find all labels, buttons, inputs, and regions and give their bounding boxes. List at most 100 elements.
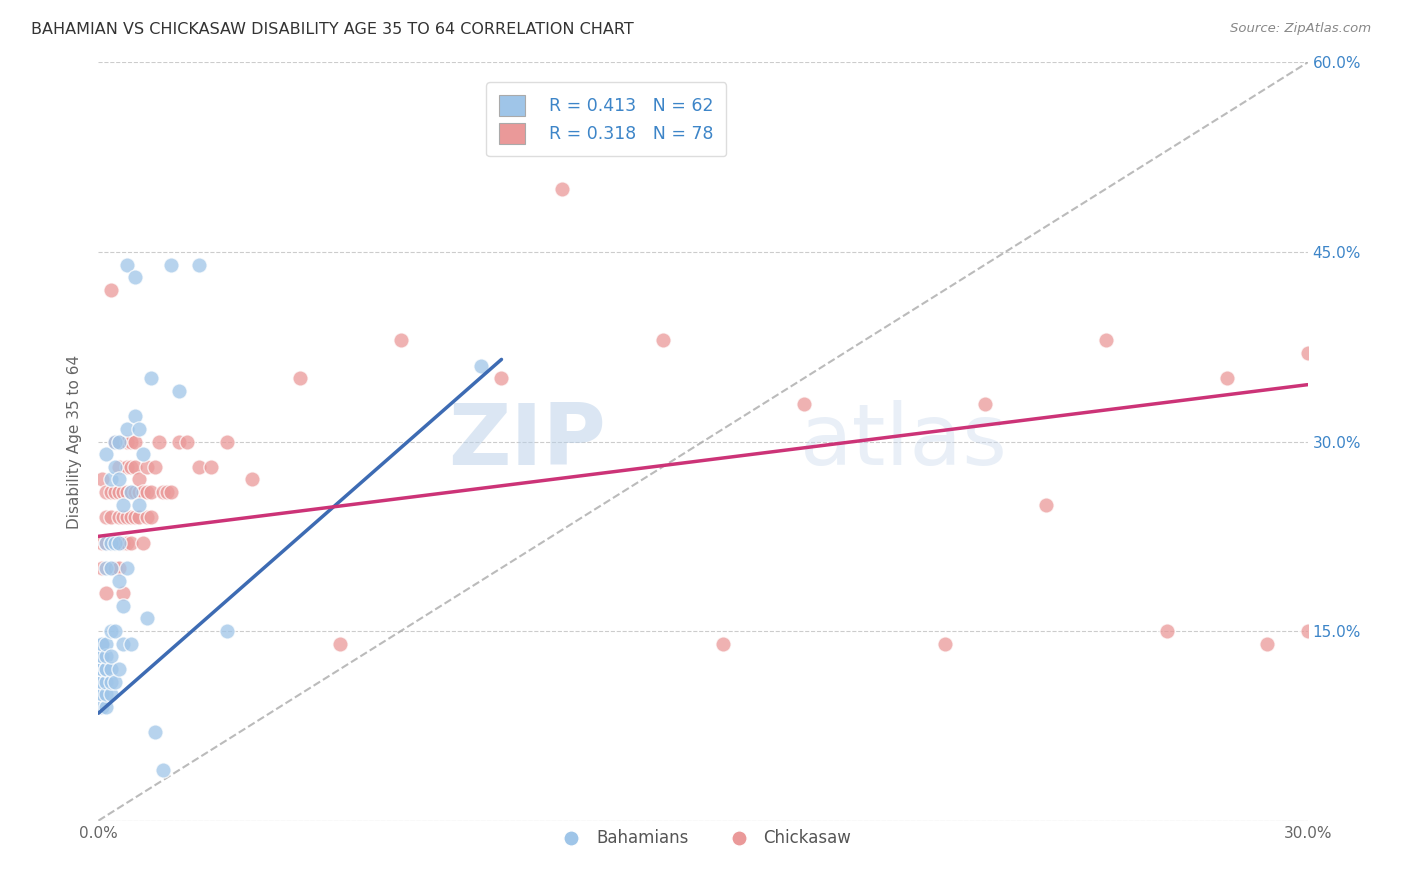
Point bbox=[96, 447, 118, 461]
Point bbox=[100, 283, 122, 297]
Point bbox=[139, 485, 162, 500]
Point bbox=[793, 396, 815, 410]
Point bbox=[120, 637, 142, 651]
Point bbox=[115, 459, 138, 474]
Point bbox=[124, 409, 146, 424]
Point bbox=[139, 371, 162, 385]
Point bbox=[96, 699, 118, 714]
Point bbox=[143, 459, 166, 474]
Point bbox=[389, 334, 412, 348]
Point bbox=[100, 687, 122, 701]
Point bbox=[91, 662, 114, 676]
Point bbox=[100, 649, 122, 664]
Point bbox=[188, 258, 211, 272]
Point bbox=[100, 510, 122, 524]
Point bbox=[96, 535, 118, 549]
Point bbox=[1156, 624, 1178, 639]
Point bbox=[240, 473, 263, 487]
Point bbox=[120, 510, 142, 524]
Point bbox=[100, 535, 122, 549]
Point bbox=[91, 674, 114, 689]
Point bbox=[217, 434, 239, 449]
Point bbox=[100, 535, 122, 549]
Point bbox=[100, 561, 122, 575]
Point bbox=[124, 510, 146, 524]
Point bbox=[107, 434, 129, 449]
Point bbox=[128, 510, 150, 524]
Text: Source: ZipAtlas.com: Source: ZipAtlas.com bbox=[1230, 22, 1371, 36]
Point bbox=[107, 535, 129, 549]
Point bbox=[91, 637, 114, 651]
Point bbox=[120, 485, 142, 500]
Point bbox=[329, 637, 352, 651]
Point bbox=[91, 637, 114, 651]
Point bbox=[160, 485, 183, 500]
Point bbox=[934, 637, 956, 651]
Point bbox=[711, 637, 734, 651]
Point bbox=[115, 510, 138, 524]
Point bbox=[143, 725, 166, 739]
Point bbox=[107, 561, 129, 575]
Point bbox=[115, 434, 138, 449]
Point bbox=[96, 561, 118, 575]
Point bbox=[111, 637, 134, 651]
Point bbox=[115, 485, 138, 500]
Point bbox=[124, 459, 146, 474]
Point bbox=[91, 662, 114, 676]
Point bbox=[115, 561, 138, 575]
Point bbox=[91, 473, 114, 487]
Point bbox=[551, 182, 574, 196]
Point bbox=[120, 434, 142, 449]
Point bbox=[96, 649, 118, 664]
Point bbox=[115, 422, 138, 436]
Point bbox=[100, 662, 122, 676]
Point bbox=[96, 637, 118, 651]
Point bbox=[107, 535, 129, 549]
Point bbox=[132, 447, 155, 461]
Point bbox=[111, 485, 134, 500]
Point bbox=[156, 485, 179, 500]
Point bbox=[115, 535, 138, 549]
Point bbox=[135, 510, 157, 524]
Point bbox=[1256, 637, 1278, 651]
Point bbox=[128, 422, 150, 436]
Point bbox=[100, 624, 122, 639]
Point bbox=[132, 535, 155, 549]
Point bbox=[132, 485, 155, 500]
Point bbox=[100, 485, 122, 500]
Point bbox=[111, 535, 134, 549]
Point bbox=[188, 459, 211, 474]
Point bbox=[91, 687, 114, 701]
Point bbox=[167, 384, 190, 398]
Point bbox=[96, 485, 118, 500]
Legend: Bahamians, Chickasaw: Bahamians, Chickasaw bbox=[548, 822, 858, 854]
Point bbox=[91, 662, 114, 676]
Text: ZIP: ZIP bbox=[449, 400, 606, 483]
Point bbox=[100, 674, 122, 689]
Point bbox=[111, 586, 134, 600]
Text: BAHAMIAN VS CHICKASAW DISABILITY AGE 35 TO 64 CORRELATION CHART: BAHAMIAN VS CHICKASAW DISABILITY AGE 35 … bbox=[31, 22, 634, 37]
Point bbox=[107, 459, 129, 474]
Point bbox=[491, 371, 513, 385]
Point bbox=[107, 434, 129, 449]
Point bbox=[103, 459, 125, 474]
Point bbox=[103, 624, 125, 639]
Point bbox=[128, 473, 150, 487]
Point bbox=[107, 574, 129, 588]
Y-axis label: Disability Age 35 to 64: Disability Age 35 to 64 bbox=[67, 354, 83, 529]
Point bbox=[107, 662, 129, 676]
Point bbox=[288, 371, 311, 385]
Point bbox=[96, 586, 118, 600]
Point bbox=[124, 270, 146, 285]
Point bbox=[120, 485, 142, 500]
Text: atlas: atlas bbox=[800, 400, 1008, 483]
Point bbox=[91, 649, 114, 664]
Point bbox=[103, 674, 125, 689]
Point bbox=[111, 599, 134, 613]
Point bbox=[96, 510, 118, 524]
Point bbox=[128, 498, 150, 512]
Point bbox=[217, 624, 239, 639]
Point bbox=[91, 561, 114, 575]
Point bbox=[96, 674, 118, 689]
Point bbox=[103, 485, 125, 500]
